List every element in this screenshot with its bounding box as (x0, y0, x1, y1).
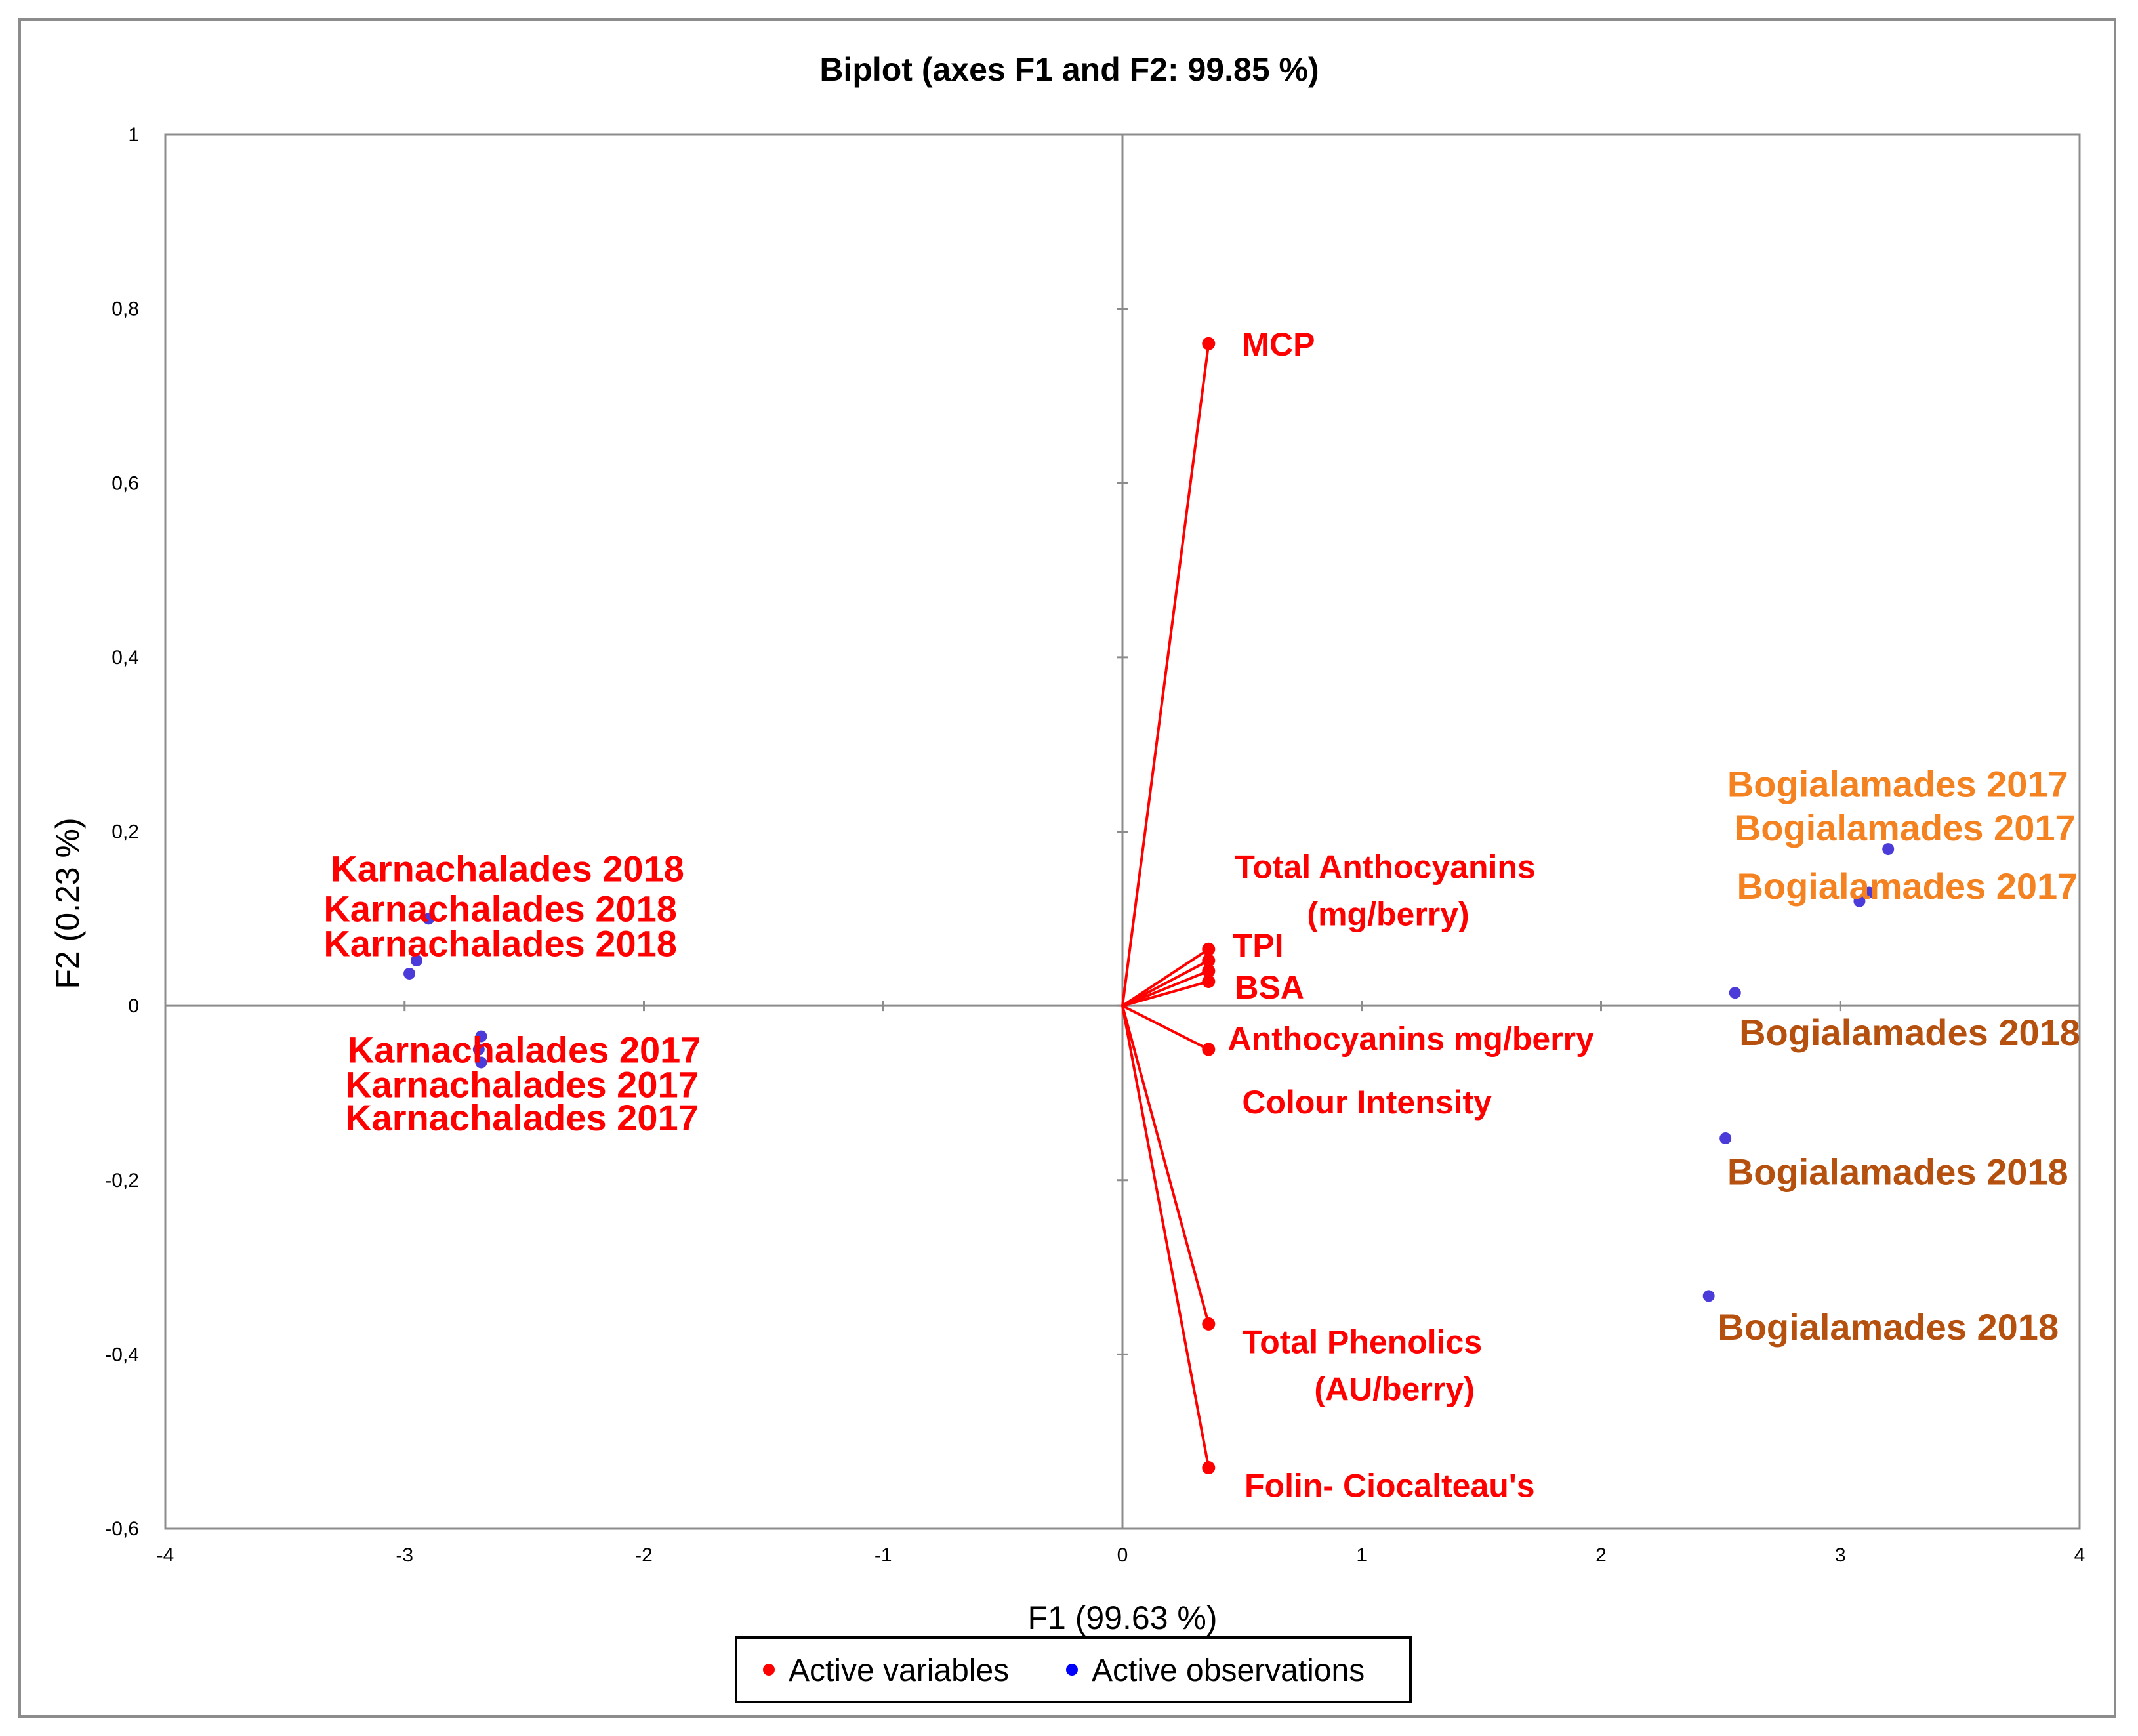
observation-point (403, 967, 416, 980)
y-tick-label: -0,6 (105, 1518, 139, 1540)
variable-point (1202, 1461, 1216, 1475)
observation-label: Karnachalades 2018 (323, 888, 677, 929)
y-tick-label: -0,2 (105, 1170, 139, 1191)
observation-point (475, 1030, 487, 1043)
variable-label: BSA (1235, 969, 1304, 1006)
observation-point (1882, 843, 1895, 856)
variable-label: Folin- Ciocalteau's (1244, 1468, 1535, 1504)
y-tick-label: 1 (128, 124, 139, 146)
chart-frame (18, 18, 2116, 1718)
variable-point (1202, 942, 1216, 956)
x-tick-label: 2 (1595, 1544, 1607, 1566)
x-tick-label: -1 (874, 1544, 892, 1566)
y-tick-label: 0,6 (112, 472, 139, 494)
variable-vector (1122, 970, 1210, 1007)
observation-point (1719, 1132, 1732, 1144)
variable-label: (mg/berry) (1307, 896, 1469, 933)
observation-point (1863, 886, 1876, 899)
observation-label: Karnachalades 2018 (331, 848, 684, 889)
x-tick-label: -2 (635, 1544, 653, 1566)
observation-label: Karnachalades 2017 (345, 1064, 699, 1106)
x-tick-label: -3 (396, 1544, 413, 1566)
variable-vector (1122, 1004, 1210, 1051)
x-tick-label: -4 (157, 1544, 175, 1566)
variable-label: Colour Intensity (1242, 1084, 1492, 1121)
variable-point (1202, 1317, 1216, 1331)
y-tick-label: 0,2 (112, 821, 139, 843)
variable-vectors (1121, 337, 1216, 1475)
variable-vector (1122, 959, 1210, 1007)
variable-labels: MCP Total Anthocyanins (mg/berry) TPI BSA Ant… (1227, 326, 1594, 1504)
x-tick-label: 4 (2074, 1544, 2086, 1566)
x-tick-label: 0 (1117, 1544, 1128, 1566)
variable-point (1202, 1043, 1216, 1056)
variable-label: Anthocyanins mg/berry (1227, 1020, 1594, 1057)
observation-label: Bogialamades 2018 (1739, 1012, 2080, 1053)
observation-label: Karnachalades 2018 (323, 923, 677, 964)
observation-point (422, 913, 435, 925)
y-tick-label: 0,4 (112, 647, 139, 669)
variable-vector (1122, 980, 1209, 1008)
observation-point (475, 1056, 487, 1069)
variable-point (1202, 337, 1216, 350)
legend: Active variables Active observations (735, 1636, 1412, 1703)
y-tick-label: 0,8 (112, 299, 139, 320)
variable-label: Total Phenolics (1242, 1323, 1482, 1360)
variable-label: (AU/berry) (1314, 1371, 1474, 1407)
x-axis-label: F1 (99.63 %) (1027, 1600, 1217, 1636)
variable-label: Total Anthocyanins (1235, 849, 1535, 886)
observation-label: Bogialamades 2017 (1735, 807, 2076, 848)
variable-vector (1121, 1005, 1210, 1468)
observation-label: Bogialamades 2018 (1717, 1306, 2059, 1348)
variable-label: MCP (1242, 326, 1315, 363)
variable-point (1202, 974, 1216, 988)
observation-label: Bogialamades 2017 (1727, 763, 2068, 804)
observation-label: Karnachalades 2017 (348, 1029, 701, 1071)
y-tick-label: -0,4 (105, 1344, 139, 1365)
observation-label: Bogialamades 2018 (1727, 1151, 2068, 1192)
legend-marker (1066, 1664, 1078, 1676)
observation-point (472, 1043, 485, 1056)
observation-point (1702, 1290, 1715, 1302)
variable-point (1202, 964, 1216, 978)
variable-vector (1121, 343, 1210, 1006)
y-axis-label: F2 (0.23 %) (49, 817, 86, 989)
legend-label: Active variables (789, 1653, 1009, 1688)
variable-vector (1121, 948, 1210, 1007)
variable-vector (1121, 1005, 1210, 1325)
observation-points (403, 843, 1895, 1302)
observation-label: Karnachalades 2017 (345, 1097, 699, 1138)
observation-point (410, 955, 422, 967)
y-tick-label: 0 (128, 995, 139, 1017)
x-tick-label: 3 (1835, 1544, 1846, 1566)
chart-title: Biplot (axes F1 and F2: 99.85 %) (819, 51, 1319, 88)
observation-point (1729, 987, 1741, 999)
axis-ticks: -4 -3 -2 -1 0 1 2 3 4 -0,6 -0,4 -0,2 0 0,2 0,4 0,6 0,8 1 (105, 124, 2085, 1566)
variable-label: TPI (1233, 927, 1284, 964)
observation-label: Bogialamades 2017 (1737, 865, 2078, 907)
legend-label: Active observations (1092, 1653, 1365, 1688)
legend-marker (763, 1664, 775, 1676)
observation-point (1853, 895, 1866, 907)
x-tick-label: 1 (1356, 1544, 1367, 1566)
variable-point (1202, 954, 1216, 968)
